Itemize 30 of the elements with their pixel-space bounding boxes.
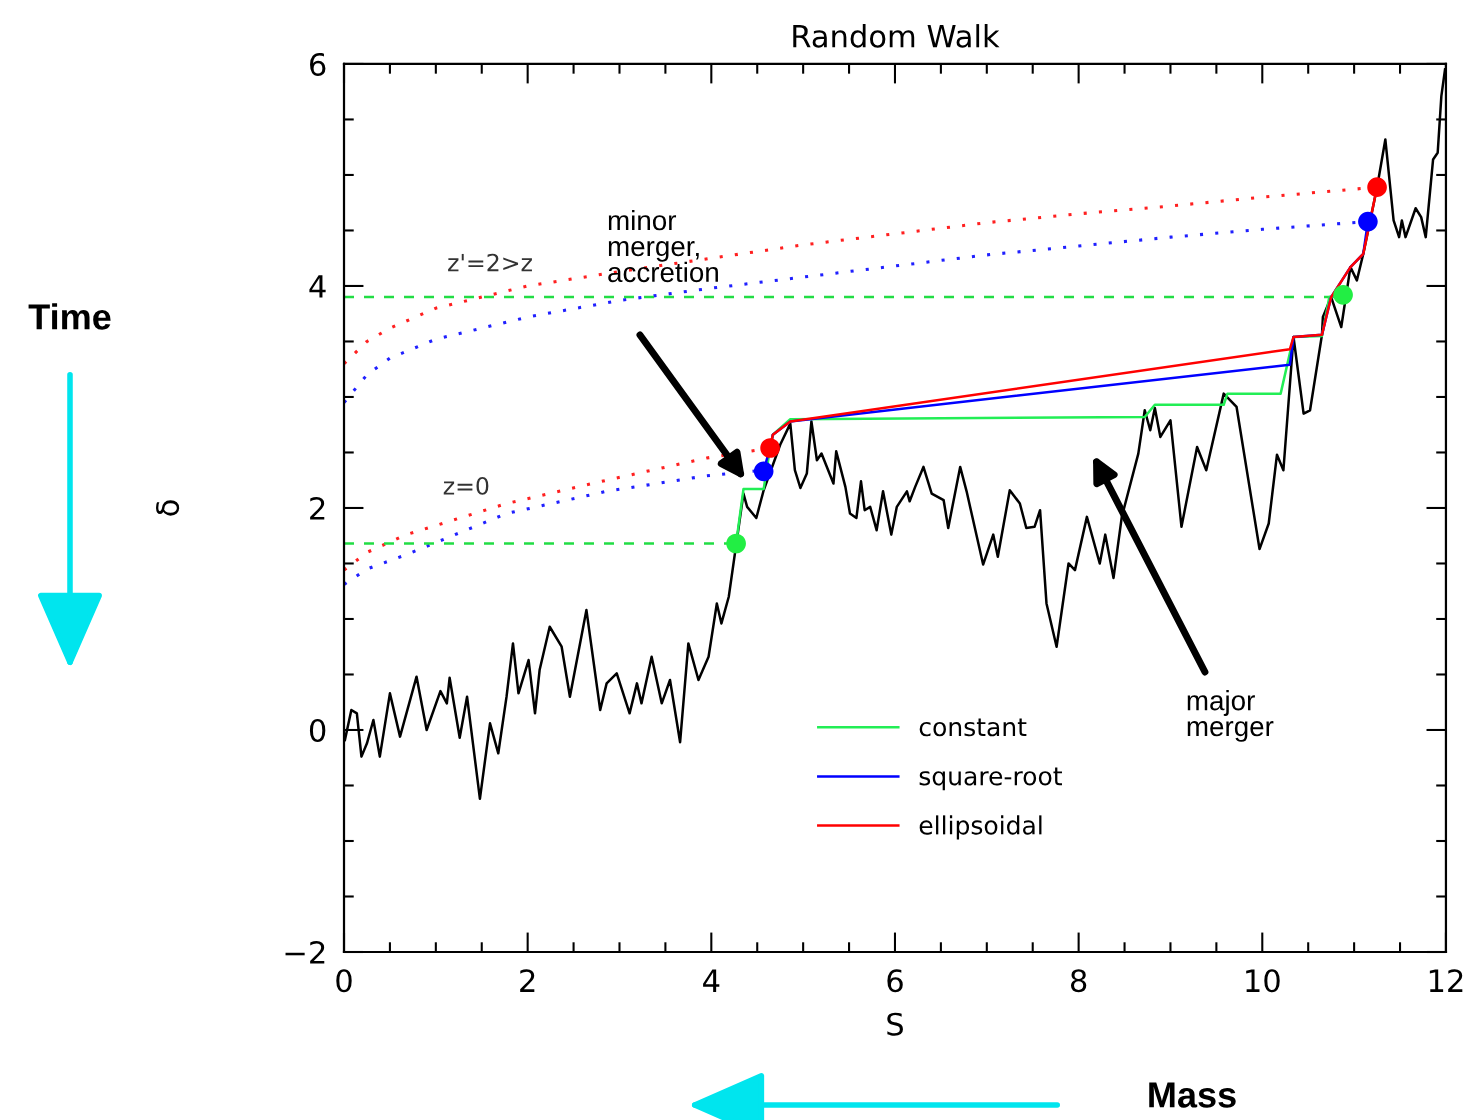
- text: Mass: [1149, 1082, 1236, 1108]
- y-tick-label: 2: [310, 496, 325, 520]
- annotation: minor merger, accretion: [608, 209, 718, 283]
- y-axis-title: δ: [156, 500, 180, 516]
- x-tick-label: 6: [887, 969, 903, 993]
- text: Time: [28, 303, 111, 330]
- annotation: z=0: [443, 476, 489, 495]
- annotation: z'=2>z: [448, 253, 532, 272]
- point: [1367, 177, 1387, 197]
- y-tick-label: 6: [310, 52, 326, 76]
- x-tick-label: 4: [703, 969, 720, 992]
- point: [1358, 211, 1378, 232]
- point: [1333, 285, 1353, 305]
- x-tick-label: 8: [1070, 969, 1087, 993]
- annotation: major merger: [1187, 690, 1274, 742]
- y-tick-label: 4: [309, 275, 326, 298]
- x-tick-label: 10: [1246, 969, 1280, 993]
- x-tick-label: 12: [1429, 969, 1463, 992]
- y-tick-label: −2: [285, 940, 325, 964]
- x-tick-label: 0: [336, 969, 352, 993]
- x-axis-title: S: [887, 1012, 903, 1036]
- point: [726, 533, 746, 554]
- point: [753, 461, 774, 482]
- legend-label: constant: [919, 718, 1027, 737]
- point: [760, 438, 780, 458]
- chart-title: Random Walk: [793, 24, 1000, 48]
- y-tick-label: 0: [309, 718, 326, 743]
- legend-label: square-root: [919, 767, 1062, 791]
- x-tick-label: 2: [520, 969, 535, 992]
- legend-label: ellipsoidal: [919, 815, 1042, 840]
